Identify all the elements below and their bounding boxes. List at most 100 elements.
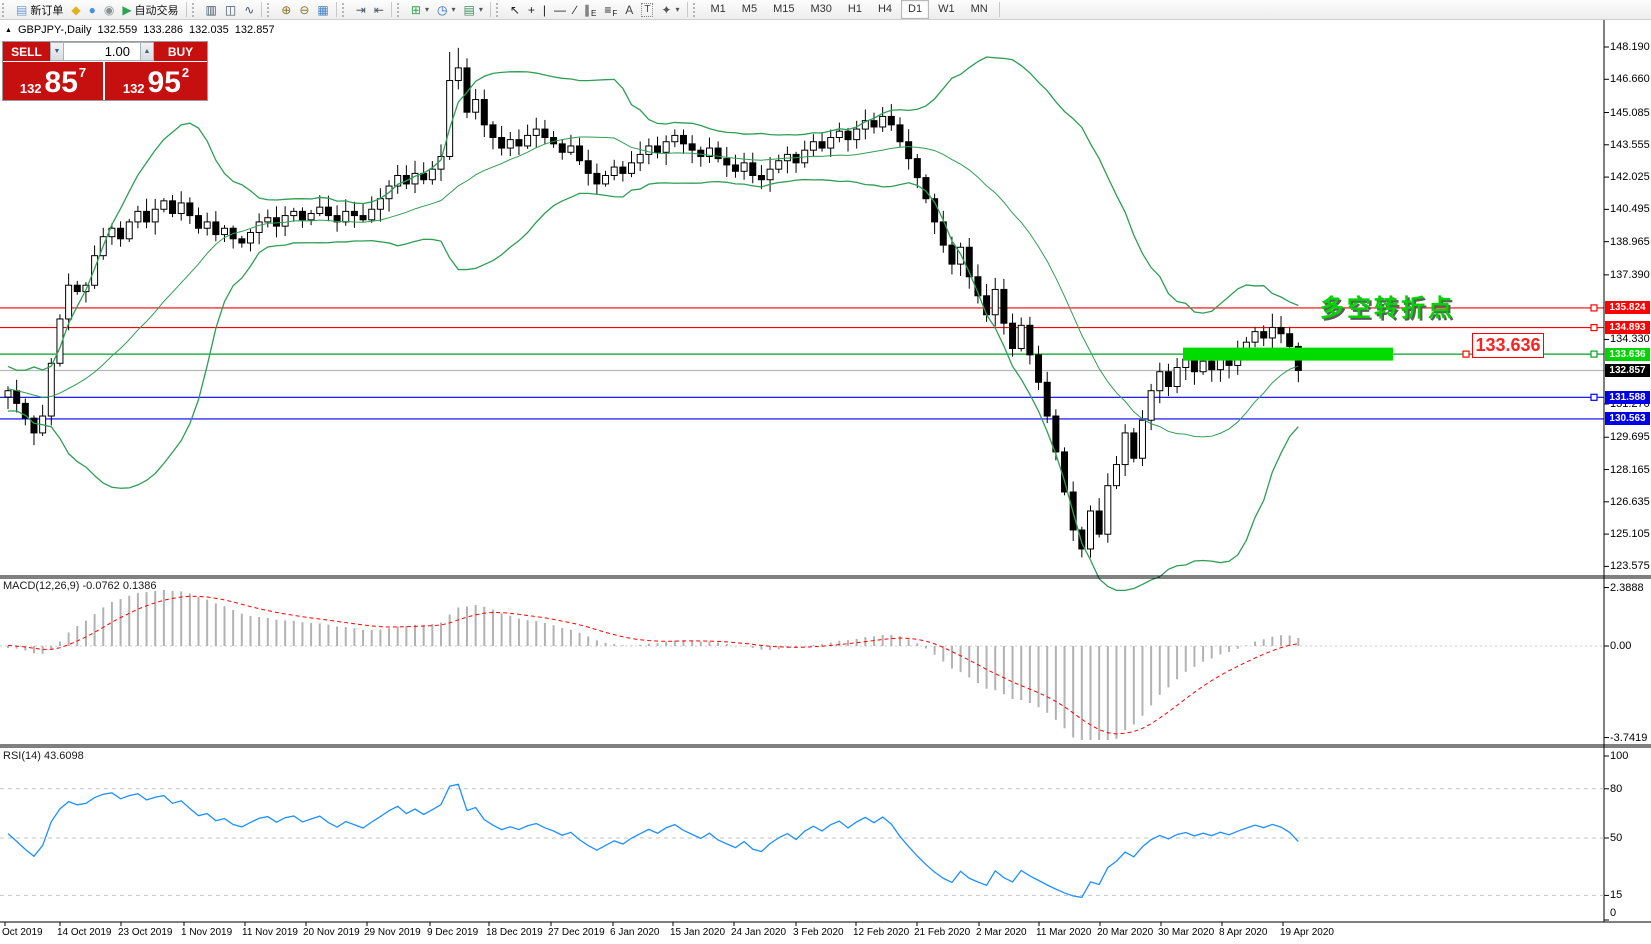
timeframe-h1-button[interactable]: H1 bbox=[847, 3, 862, 15]
rsi-tick-label: 100 bbox=[1610, 750, 1629, 762]
timeframe-m15-button[interactable]: M15 bbox=[773, 3, 795, 15]
date-label: 3 Feb 2020 bbox=[793, 927, 844, 938]
timeframe-h4-button[interactable]: H4 bbox=[877, 3, 892, 15]
equidistant-channel-icon: ∥ bbox=[584, 2, 591, 17]
templates-button-dropdown[interactable]: ▾ bbox=[478, 5, 483, 14]
new-order-button[interactable]: ▤ 新订单 bbox=[16, 2, 64, 17]
bar-chart-icon[interactable]: ▥ bbox=[202, 1, 221, 19]
price-tick-label: 129.695 bbox=[1610, 431, 1650, 444]
text-label-icon: T bbox=[641, 2, 654, 17]
rsi-value: 43.6098 bbox=[43, 750, 84, 762]
date-label: 30 Mar 2020 bbox=[1158, 927, 1215, 938]
sell-button[interactable]: SELL bbox=[3, 42, 50, 61]
tile-windows-icon: ▦ bbox=[317, 2, 329, 17]
price-tick-label: 143.555 bbox=[1610, 138, 1650, 151]
fibonacci-icon: ≡ bbox=[604, 2, 612, 17]
turning-point-annotation: 多空转折点 bbox=[1320, 295, 1455, 322]
zoom-out-icon[interactable]: ⊖ bbox=[295, 1, 313, 19]
trendline-icon[interactable]: ∕ bbox=[570, 1, 580, 19]
metaeditor-icon[interactable]: ◆ bbox=[67, 1, 84, 19]
price-tick-label: 138.965 bbox=[1610, 235, 1650, 248]
horizontal-line-icon[interactable]: — bbox=[550, 1, 570, 19]
zoom-in-icon: ⊕ bbox=[281, 2, 292, 17]
date-label: 19 Apr 2020 bbox=[1280, 927, 1334, 938]
chart-shift-icon[interactable]: ⇤ bbox=[370, 1, 388, 19]
new-order-button: ▤ bbox=[16, 2, 28, 17]
templates-button[interactable]: ▤ ▾ bbox=[459, 1, 486, 19]
new-chart-button-dropdown[interactable]: ▾ bbox=[424, 5, 429, 14]
macd-tick-label: -3.7419 bbox=[1610, 731, 1648, 744]
date-label: 29 Nov 2019 bbox=[364, 927, 421, 938]
price-tick-label: 125.105 bbox=[1610, 528, 1650, 541]
equidistant-channel-icon[interactable]: ∥ E bbox=[584, 2, 597, 18]
price-tick-label: 137.390 bbox=[1610, 268, 1650, 281]
community-icon[interactable]: ● bbox=[85, 1, 100, 19]
price-tick-label: 140.495 bbox=[1610, 203, 1650, 216]
buy-price-button[interactable]: 132 95 2 bbox=[105, 62, 207, 100]
metaeditor-icon: ◆ bbox=[71, 2, 81, 17]
rsi-tick-label: 0 bbox=[1610, 907, 1617, 919]
arrows-button-dropdown[interactable]: ▾ bbox=[675, 5, 680, 14]
buy-price-figure: 132 bbox=[122, 81, 145, 96]
sell-price-button[interactable]: 132 85 7 bbox=[3, 62, 103, 100]
autotrading-button[interactable]: ▶ 自动交易 bbox=[122, 2, 179, 17]
vertical-line-icon[interactable]: | bbox=[539, 1, 550, 19]
date-label: 14 Oct 2019 bbox=[57, 927, 112, 938]
price-tag-130.563: 130.563 bbox=[1605, 412, 1650, 426]
ohlc-low: 132.035 bbox=[189, 24, 229, 36]
candlestick-chart-icon[interactable]: ◫ bbox=[221, 1, 240, 19]
date-label: 20 Mar 2020 bbox=[1097, 927, 1154, 938]
periods-button[interactable]: ◷ ▾ bbox=[433, 1, 460, 19]
timeframe-m1-button[interactable]: M1 bbox=[710, 3, 726, 15]
sell-price-point: 7 bbox=[78, 65, 87, 80]
date-label: 9 Dec 2019 bbox=[427, 927, 479, 938]
price-tick-label: 146.660 bbox=[1610, 73, 1650, 86]
timeframe-mn-button[interactable]: MN bbox=[970, 3, 988, 15]
timeframe-m30-button[interactable]: M30 bbox=[810, 3, 832, 15]
fibonacci-icon[interactable]: ≡ F bbox=[604, 2, 618, 18]
buy-button[interactable]: BUY bbox=[154, 42, 207, 61]
chart-shift-icon: ⇤ bbox=[373, 2, 384, 17]
auto-scroll-icon[interactable]: ⇥ bbox=[352, 1, 370, 19]
toolbar: ▤ 新订单 ◆ ● ◉ ▶ 自动交易 ▥ ◫ ∿ ⊕ ⊖ ▦ ⇥ ⇤ ⊞ ▾ ◷ ▾ ▤ ▾ ↖ + | — ∕ ∥ E ≡ F A T ✦ ▾ M… bbox=[0, 0, 1651, 20]
tile-windows-icon[interactable]: ▦ bbox=[313, 1, 332, 19]
zoom-in-icon[interactable]: ⊕ bbox=[277, 1, 295, 19]
signals-icon[interactable]: ◉ bbox=[100, 1, 118, 19]
date-label: Oct 2019 bbox=[2, 927, 43, 938]
price-tag-131.588: 131.588 bbox=[1605, 390, 1650, 404]
text-label-icon[interactable]: T bbox=[637, 1, 657, 19]
date-label: 15 Jan 2020 bbox=[670, 927, 726, 938]
buy-price-point: 2 bbox=[181, 65, 190, 80]
timeframe-d1-button[interactable]: D1 bbox=[901, 0, 930, 19]
price-tick-label: 123.575 bbox=[1610, 560, 1650, 573]
line-chart-icon[interactable]: ∿ bbox=[240, 1, 258, 19]
date-label: 1 Nov 2019 bbox=[181, 927, 233, 938]
date-label: 23 Oct 2019 bbox=[118, 927, 173, 938]
crosshair-icon[interactable]: + bbox=[524, 1, 539, 19]
timeframe-m5-button[interactable]: M5 bbox=[741, 3, 758, 15]
date-label: 18 Dec 2019 bbox=[486, 927, 543, 938]
volume-input[interactable]: 1.00 bbox=[64, 42, 140, 61]
text-icon[interactable]: A bbox=[621, 1, 637, 19]
date-label: 12 Feb 2020 bbox=[853, 927, 910, 938]
timeframe-w1-button[interactable]: W1 bbox=[938, 3, 955, 15]
trendline-icon: ∕ bbox=[574, 2, 577, 17]
arrows-button[interactable]: ✦ ▾ bbox=[657, 1, 683, 19]
periods-button-dropdown[interactable]: ▾ bbox=[451, 5, 456, 14]
sell-price-pips: 85 bbox=[44, 66, 78, 99]
ohlc-close: 132.857 bbox=[234, 24, 275, 36]
price-tick-label: 128.165 bbox=[1610, 463, 1650, 476]
macd-signal-value: 0.1386 bbox=[122, 580, 157, 592]
panel-collapse-icon[interactable]: ▲ bbox=[5, 26, 12, 34]
cursor-icon[interactable]: ↖ bbox=[506, 1, 524, 19]
price-tick-label: 134.330 bbox=[1610, 333, 1650, 346]
new-chart-button[interactable]: ⊞ ▾ bbox=[407, 1, 433, 19]
volume-decrease-button[interactable]: ▼ bbox=[50, 42, 64, 61]
date-label: 8 Apr 2020 bbox=[1219, 927, 1268, 938]
sell-price-figure: 132 bbox=[19, 81, 42, 96]
price-tag-134.893: 134.893 bbox=[1605, 321, 1650, 335]
volume-increase-button[interactable]: ▲ bbox=[140, 42, 154, 61]
crosshair-icon: + bbox=[527, 2, 535, 17]
